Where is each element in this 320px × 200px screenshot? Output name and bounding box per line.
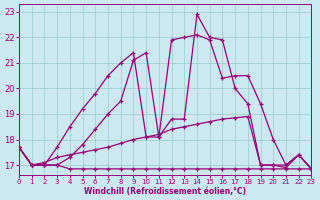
X-axis label: Windchill (Refroidissement éolien,°C): Windchill (Refroidissement éolien,°C) <box>84 187 246 196</box>
